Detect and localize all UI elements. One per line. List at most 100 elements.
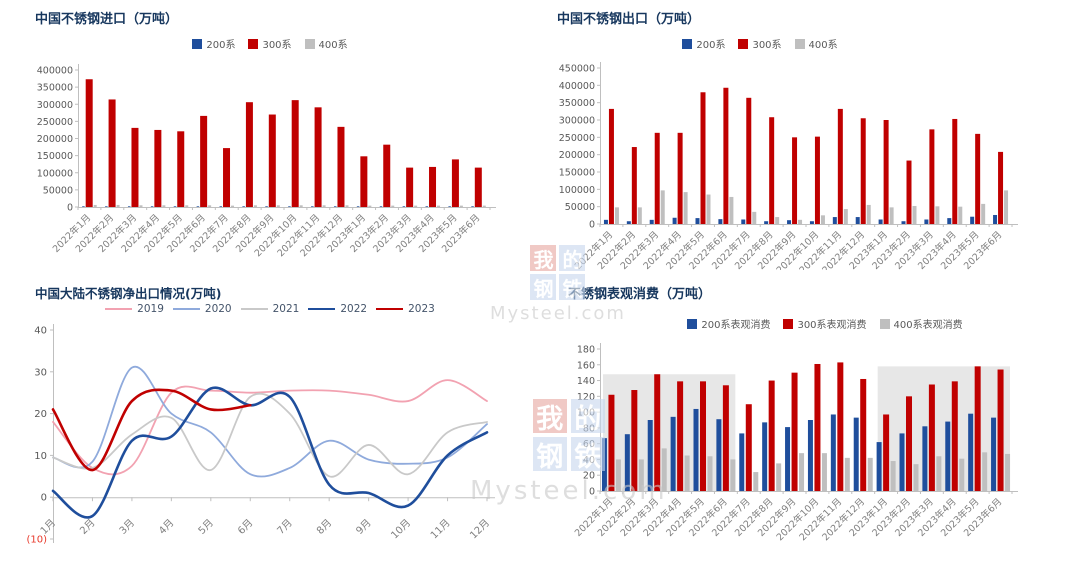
legend-label: 300系表观消费 [797,320,867,331]
legend-item: 200系 [192,36,235,51]
series-400系表观消费 [615,448,1011,491]
consumption-chart-title: 不锈钢表观消费（万吨） [568,287,712,302]
series-400系 [93,204,486,207]
line-2023 [51,388,252,472]
legend-label: 2022 [340,303,368,315]
legend-item: 200系表观消费 [687,316,770,331]
series-300系表观消费 [608,362,1004,491]
line-2022 [51,386,489,519]
legend-item: 2020 [172,303,232,315]
svg-text:250000: 250000 [559,133,595,144]
svg-text:400000: 400000 [559,81,595,92]
series-400系 [614,190,1009,224]
svg-text:120: 120 [577,392,595,403]
svg-text:0: 0 [41,493,47,504]
svg-text:11月: 11月 [428,517,453,542]
legend-swatch [304,38,315,49]
legend-item: 2022 [308,303,367,315]
legend-item: 2023 [376,303,435,315]
imports-chart-panel: 中国不锈钢进口（万吨） 200系 300系 400系 0 50000 100000 150… [30,5,510,270]
legend-swatch [172,308,200,310]
svg-text:80: 80 [583,423,595,434]
svg-text:(10): (10) [26,535,47,546]
svg-text:350000: 350000 [559,98,595,109]
svg-text:100000: 100000 [559,185,595,196]
legend-label: 200系表观消费 [701,320,771,331]
svg-text:10月: 10月 [389,517,414,542]
legend-label: 200系 [696,40,726,51]
legend-label: 400系 [318,40,348,51]
legend-label: 2021 [272,303,300,315]
line-2020 [52,365,488,478]
legend-item: 2019 [105,303,164,315]
svg-text:300000: 300000 [37,100,73,111]
imports-chart-title: 中国不锈钢进口（万吨） [35,12,179,27]
svg-text:200000: 200000 [559,150,595,161]
svg-text:40: 40 [583,455,595,466]
legend-swatch [376,308,404,310]
legend-swatch [105,308,133,310]
legend-item: 200系 [682,36,725,51]
svg-text:150000: 150000 [559,168,595,179]
svg-text:8月: 8月 [314,517,334,537]
svg-text:450000: 450000 [559,64,595,75]
legend-item: 2021 [240,303,300,315]
svg-text:40: 40 [34,326,47,337]
svg-text:100000: 100000 [37,168,73,179]
series-300系 [85,79,482,207]
svg-text:3月: 3月 [117,517,137,537]
svg-text:350000: 350000 [37,83,73,94]
consumption-chart-legend: 200系表观消费 300系表观消费 400系表观消费 [545,316,1065,331]
legend-label: 200系 [206,40,236,51]
legend-swatch [192,38,203,49]
legend-swatch [308,308,336,310]
legend-label: 300系 [752,40,782,51]
legend-item: 400系 [794,36,838,51]
line-2021 [52,392,488,478]
highlight-band [877,366,1010,491]
svg-text:7月: 7月 [275,517,295,537]
legend-swatch [687,318,698,329]
svg-text:50000: 50000 [43,185,73,196]
legend-item: 400系表观消费 [879,316,963,331]
series-200系 [82,206,474,207]
svg-text:20: 20 [583,471,595,482]
net-export-chart-title: 中国大陆不锈钢净出口情况(万吨) [35,286,222,301]
legend-label: 300系 [262,40,292,51]
exports-chart-legend: 200系 300系 400系 [545,36,1065,51]
svg-text:0: 0 [589,220,595,231]
imports-bar-chart: 0 50000 100000 150000 200000 250000 300000 3500… [37,64,496,259]
line-2019 [52,379,488,476]
legend-swatch [248,38,259,49]
legend-swatch [682,38,693,49]
legend-item: 300系 [738,36,782,51]
svg-text:60: 60 [583,439,595,450]
legend-label: 2020 [204,303,232,315]
svg-text:0: 0 [67,203,73,214]
svg-text:20: 20 [34,409,47,420]
svg-text:200000: 200000 [37,134,73,145]
exports-chart-panel: 中国不锈钢出口（万吨） 200系 300系 400系 0 50000 100000 150… [545,5,1065,270]
legend-item: 300系表观消费 [783,316,867,331]
svg-text:100: 100 [577,408,595,419]
svg-text:400000: 400000 [37,66,73,77]
consumption-chart-panel: 不锈钢表观消费（万吨） 200系表观消费 300系表观消费 400系表观消费 0 20… [545,280,1065,573]
svg-text:300000: 300000 [559,116,595,127]
legend-swatch [879,318,890,329]
highlight-band [603,374,736,491]
svg-text:9月: 9月 [354,517,374,537]
exports-chart-title: 中国不锈钢出口（万吨） [557,12,701,27]
svg-text:160: 160 [577,360,595,371]
svg-text:150000: 150000 [37,151,73,162]
legend-label: 400系表观消费 [893,320,963,331]
series-200系 [603,214,998,224]
legend-label: 2019 [137,303,164,315]
series-300系 [608,87,1004,224]
legend-swatch [738,38,749,49]
net-export-chart-panel: 中国大陆不锈钢净出口情况(万吨) 2019 2020 2021 2022 2023 (1… [20,280,520,573]
svg-text:6月: 6月 [235,517,255,537]
svg-text:140: 140 [577,376,595,387]
legend-swatch [783,318,794,329]
consumption-bar-chart: 0204060801001201401601802022年1月2022年2月20… [572,343,1018,543]
